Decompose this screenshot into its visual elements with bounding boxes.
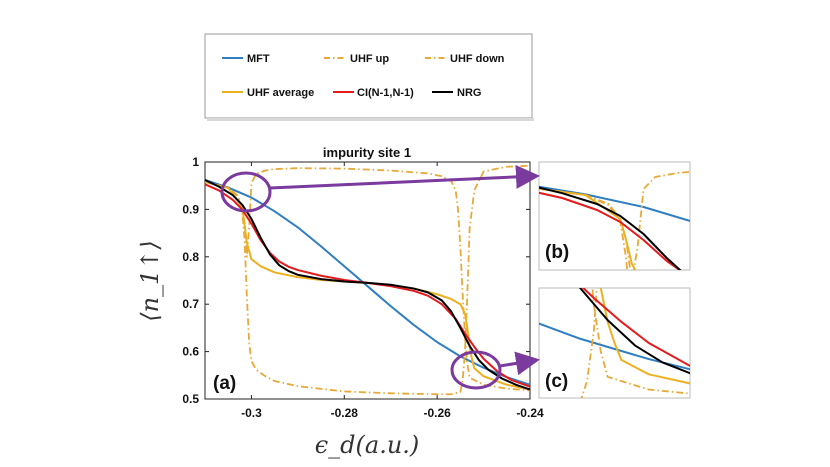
inset-b-frame	[538, 161, 691, 271]
legend: MFT UHF up UHF down UHF average CI(N-1,N…	[204, 33, 534, 121]
series-nrg	[205, 179, 530, 391]
zoom-ellipse-lower	[450, 350, 502, 390]
inset-b-series	[539, 170, 690, 270]
y-axis-label: ⟨n_1↑⟩	[136, 240, 164, 322]
zoom-ellipse-upper	[220, 171, 272, 213]
legend-frame	[204, 33, 533, 119]
panel-label-c: (c)	[545, 371, 568, 392]
inset-c-series-uhf-down	[591, 288, 690, 395]
legend-label-uhf-average: UHF average	[247, 87, 314, 99]
panel-label-a: (a)	[213, 373, 236, 394]
x-tick-label: -0.28	[331, 406, 359, 420]
y-tick-label: 1	[192, 155, 199, 169]
y-tick-label: 0.5	[182, 392, 199, 406]
legend-label-nrg: NRG	[457, 87, 481, 99]
inset-b-series-uhf-down	[539, 170, 690, 270]
inset-b-series-nrg	[539, 186, 682, 270]
legend-shadow	[207, 118, 534, 121]
series-mft	[205, 179, 530, 386]
inset-b-series-ci-n-1-n-1	[539, 191, 682, 270]
zoom-arrow-upper	[269, 164, 540, 190]
x-tick-label: -0.3	[241, 406, 262, 420]
main-series	[205, 164, 530, 396]
legend-label-uhf-down: UHF down	[450, 53, 505, 65]
x-tick-label: -0.24	[516, 406, 544, 420]
inset-c-series-nrg	[578, 288, 690, 375]
inset-c-series-ci-n-1-n-1	[581, 288, 690, 367]
legend-label-mft: MFT	[247, 53, 270, 65]
inset-b-series-mft	[539, 185, 690, 222]
inset-c-frame	[538, 287, 691, 399]
y-tick-label: 0.8	[182, 250, 199, 264]
y-tick-label: 0.9	[182, 202, 199, 216]
inset-b-series-uhf-average	[539, 187, 637, 270]
zoom-arrow-lower	[499, 351, 540, 376]
inset-c-series-mft	[539, 322, 690, 371]
series-uhf-up	[205, 164, 530, 396]
x-tick-label: -0.26	[423, 406, 451, 420]
chart-title: impurity site 1	[323, 145, 411, 160]
legend-label-uhf-up: UHF up	[350, 53, 389, 65]
x-axis-label: ϵ_d(a.u.)	[315, 431, 420, 459]
main-plot-frame	[204, 161, 531, 400]
y-tick-label: 0.6	[182, 345, 199, 359]
inset-c-series-uhf-average	[599, 288, 690, 385]
inset-b-series-uhf-up	[539, 187, 628, 270]
legend-label-ci: CI(N-1,N-1)	[357, 87, 414, 99]
inset-c-series	[539, 288, 690, 398]
y-tick-label: 0.7	[182, 297, 199, 311]
main-ticks: -0.3 -0.28 -0.26 -0.24 0.5 0.6 0.7 0.8 0.9 1	[182, 155, 544, 420]
panel-label-b: (b)	[545, 242, 569, 263]
